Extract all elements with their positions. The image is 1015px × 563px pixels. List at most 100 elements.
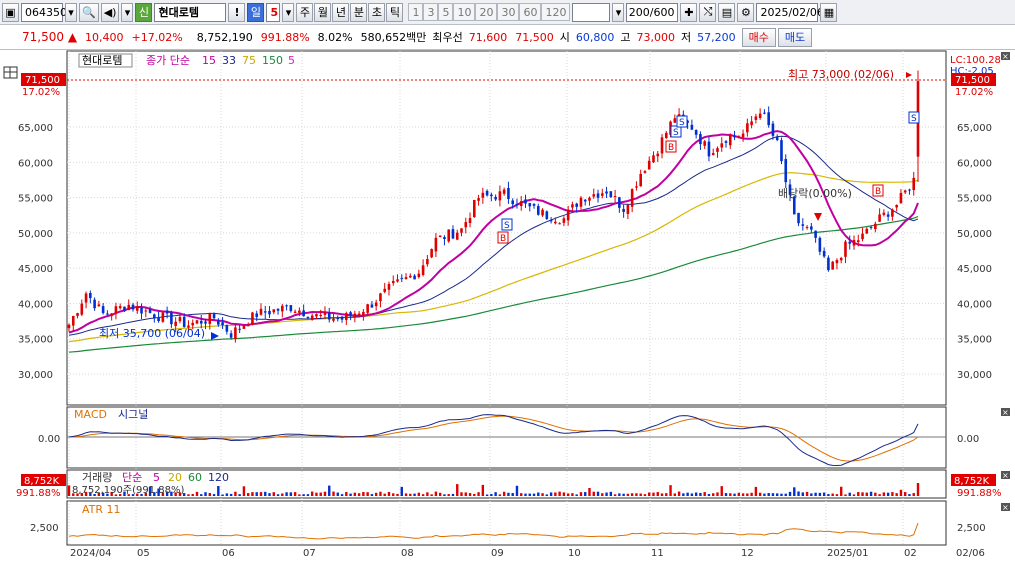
period-month-button[interactable]: 월 bbox=[314, 2, 332, 22]
month-label: 2025/01 bbox=[827, 548, 869, 559]
sound-icon[interactable]: ◀) bbox=[100, 2, 120, 22]
volume-bar bbox=[566, 493, 570, 496]
candle-body bbox=[720, 143, 724, 148]
right-date-label: 02/06 bbox=[956, 548, 985, 559]
candle-body bbox=[148, 309, 152, 313]
candle-body bbox=[217, 320, 220, 325]
candle-body bbox=[404, 277, 408, 280]
atr-pane[interactable] bbox=[66, 500, 947, 546]
volume-close-icon[interactable]: × bbox=[1001, 471, 1010, 480]
crosshair-icon[interactable]: ✚ bbox=[680, 2, 698, 22]
indicator-icon[interactable]: ⤭ bbox=[699, 2, 717, 22]
volume-bar bbox=[904, 492, 907, 496]
candle-body bbox=[733, 136, 736, 138]
volume-bar bbox=[626, 493, 630, 496]
volume-bar bbox=[89, 493, 92, 496]
volume-bar bbox=[630, 493, 634, 496]
period-second-button[interactable]: 초 bbox=[368, 2, 386, 22]
candle-body bbox=[652, 155, 655, 163]
volume-bar bbox=[340, 494, 344, 496]
chart-grid-icon[interactable] bbox=[3, 66, 18, 79]
candle-body bbox=[528, 203, 532, 207]
calendar-icon[interactable]: ▦ bbox=[820, 2, 838, 22]
period-minute-button[interactable]: 분 bbox=[350, 2, 368, 22]
period-tick-button[interactable]: 틱 bbox=[386, 2, 404, 22]
sound-dropdown-icon[interactable]: ▾ bbox=[121, 2, 134, 22]
candle-body bbox=[754, 116, 758, 120]
candle-body bbox=[622, 208, 625, 212]
interval-5-button[interactable]: 5 bbox=[438, 3, 454, 21]
volume-pane[interactable] bbox=[66, 469, 947, 499]
signal-label: 시그널 bbox=[118, 408, 148, 421]
sell-button[interactable]: 매도 bbox=[777, 27, 813, 47]
price-change: 10,400 bbox=[85, 30, 124, 44]
candle-body bbox=[784, 158, 788, 183]
interval-20-button[interactable]: 20 bbox=[475, 3, 498, 21]
count-display[interactable]: 200/600 bbox=[626, 2, 679, 22]
volume-bar bbox=[366, 492, 369, 496]
volume-bar bbox=[729, 493, 732, 496]
low-price: 57,200 bbox=[697, 30, 736, 44]
price-tick-right: 65,000 bbox=[957, 123, 992, 134]
custom-interval-dropdown-icon[interactable]: ▾ bbox=[612, 2, 625, 22]
date-input[interactable]: 2025/02/06 bbox=[756, 2, 824, 22]
sell-signal-text: S bbox=[679, 118, 685, 128]
period-week-button[interactable]: 주 bbox=[296, 2, 314, 22]
volume-bar bbox=[703, 492, 706, 496]
volume-bar bbox=[737, 492, 741, 496]
candle-body bbox=[195, 320, 199, 324]
volume-bar bbox=[622, 493, 625, 496]
candle-body bbox=[895, 205, 898, 208]
stock-chart[interactable]: 65,000 65,000 60,000 60,000 55,000 55,000 50,0… bbox=[0, 50, 1015, 563]
stock-code-input[interactable]: 064350 bbox=[21, 2, 67, 22]
search-icon[interactable]: 🔍 bbox=[79, 2, 99, 22]
atr-left-tick: 2,500 bbox=[30, 523, 59, 534]
high-annotation: 최고 73,000 (02/06) bbox=[788, 68, 894, 81]
volume-bar bbox=[84, 491, 88, 496]
volume-label: 거래량 bbox=[82, 471, 112, 484]
interval-1-button[interactable]: 1 bbox=[408, 3, 424, 21]
volume-bar bbox=[579, 492, 583, 496]
right-price-tag-text: 71,500 bbox=[955, 75, 990, 86]
buy-signal-icon bbox=[497, 231, 509, 244]
period-dropdown-icon[interactable]: ▾ bbox=[282, 2, 295, 22]
atr-close-icon[interactable]: × bbox=[1001, 503, 1010, 512]
period-value-input[interactable]: 5 bbox=[266, 2, 281, 22]
volume-bar bbox=[609, 491, 613, 496]
candle-body bbox=[750, 121, 753, 126]
period-day-button[interactable]: 일 bbox=[247, 2, 265, 22]
interval-30-button[interactable]: 30 bbox=[497, 3, 520, 21]
price-pane[interactable] bbox=[66, 50, 947, 406]
settings-icon[interactable]: ⚙ bbox=[737, 2, 755, 22]
price-tick-right: 40,000 bbox=[957, 299, 992, 310]
dropdown-icon[interactable]: ▾ bbox=[65, 2, 77, 22]
interval-10-button[interactable]: 10 bbox=[453, 3, 476, 21]
right-volume-tag-text: 8,752K bbox=[954, 476, 990, 487]
macd-close-icon[interactable]: × bbox=[1001, 408, 1010, 417]
price-pane-close-icon[interactable]: × bbox=[1001, 52, 1010, 61]
chart-type-icon[interactable]: ▣ bbox=[2, 2, 19, 22]
stock-name-field[interactable]: 현대로템 bbox=[154, 2, 227, 22]
interval-120-button[interactable]: 120 bbox=[541, 3, 571, 21]
candle-body bbox=[515, 203, 519, 206]
best-quote-label: 최우선 bbox=[432, 31, 463, 44]
volume-bar bbox=[596, 491, 600, 496]
candle-body bbox=[349, 312, 352, 316]
interval-3-button[interactable]: 3 bbox=[423, 3, 439, 21]
candle-body bbox=[84, 293, 88, 303]
candle-body bbox=[161, 312, 165, 322]
volume-bar bbox=[502, 491, 506, 496]
interval-60-button[interactable]: 60 bbox=[519, 3, 542, 21]
custom-interval-input[interactable] bbox=[572, 2, 611, 22]
save-icon[interactable]: ▤ bbox=[718, 2, 736, 22]
volume-bar bbox=[613, 494, 617, 496]
alert-icon[interactable]: ! bbox=[228, 2, 246, 22]
buy-button[interactable]: 매수 bbox=[741, 27, 776, 47]
volume-bar bbox=[426, 492, 429, 496]
candle-body bbox=[327, 312, 331, 320]
candle-body bbox=[618, 197, 621, 208]
period-year-button[interactable]: 년 bbox=[332, 2, 350, 22]
volume-bar bbox=[131, 494, 135, 496]
candle-body bbox=[383, 288, 387, 292]
volume-bar bbox=[178, 492, 182, 496]
